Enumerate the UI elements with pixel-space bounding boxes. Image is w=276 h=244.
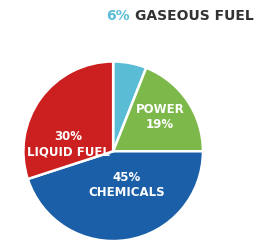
Wedge shape <box>113 61 146 151</box>
Text: 6%: 6% <box>106 9 130 22</box>
Text: POWER
19%: POWER 19% <box>136 103 184 131</box>
Wedge shape <box>23 61 113 179</box>
Wedge shape <box>113 68 203 151</box>
Text: 30%
LIQUID FUEL: 30% LIQUID FUEL <box>27 130 110 158</box>
Text: 45%
CHEMICALS: 45% CHEMICALS <box>88 171 165 199</box>
Wedge shape <box>28 151 203 241</box>
Text: GASEOUS FUEL: GASEOUS FUEL <box>135 9 254 22</box>
